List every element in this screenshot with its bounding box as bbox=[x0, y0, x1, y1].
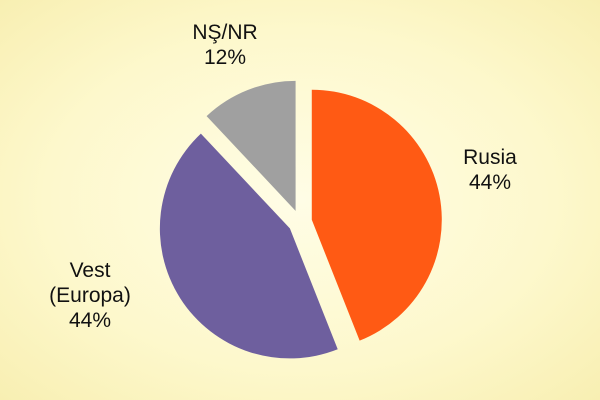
value-label: 44% bbox=[468, 171, 512, 194]
pie-slice bbox=[311, 89, 442, 341]
category-name: Rusia bbox=[463, 146, 517, 169]
slice-label: Rusia 44% bbox=[430, 145, 550, 195]
slice-label: NŞ/NR 12% bbox=[165, 20, 285, 70]
value-label: 44% bbox=[68, 309, 112, 332]
pie-slice bbox=[206, 80, 296, 211]
category-name: NŞ/NR bbox=[192, 21, 258, 44]
slice-label: Vest (Europa) 44% bbox=[40, 258, 140, 333]
value-label: 12% bbox=[203, 46, 247, 69]
category-name: Vest (Europa) bbox=[49, 259, 131, 307]
pie-slice bbox=[159, 133, 338, 359]
